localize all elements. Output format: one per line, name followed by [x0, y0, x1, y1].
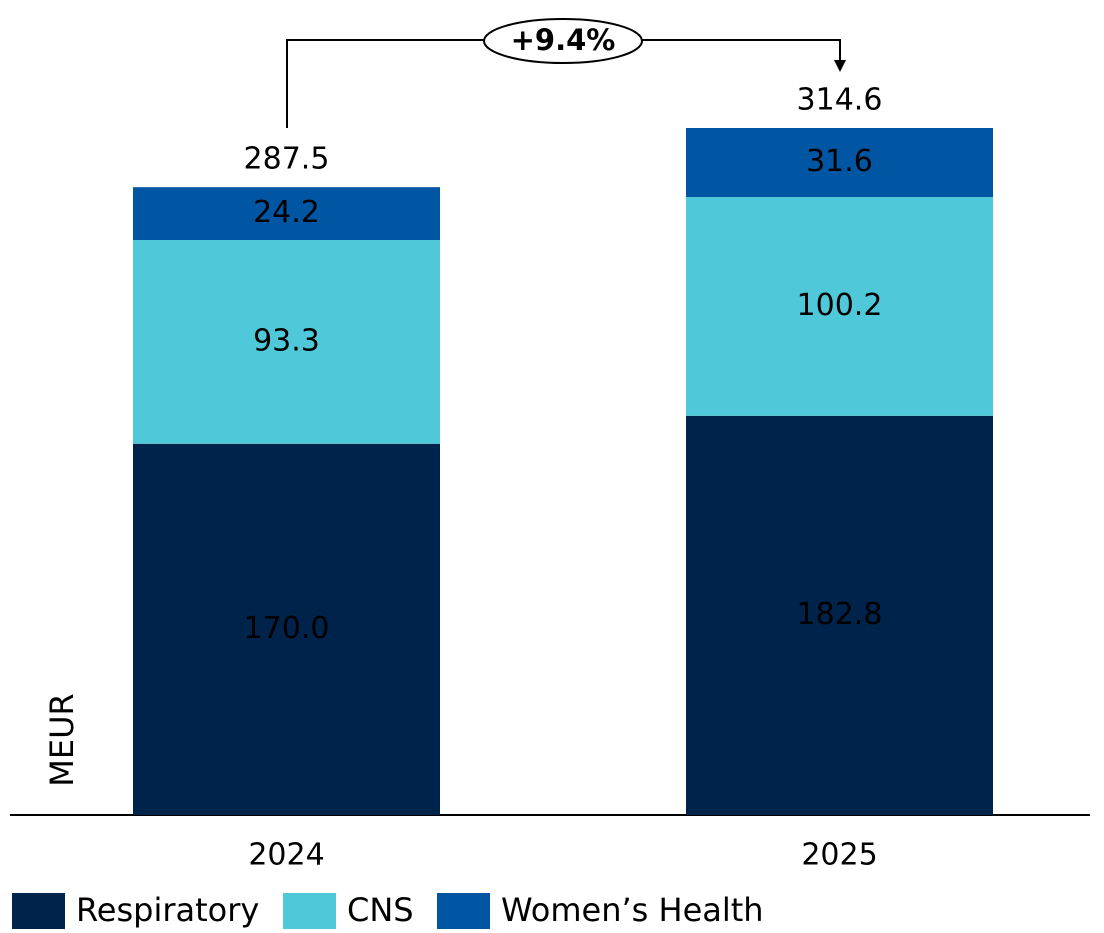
bar-segment: [686, 128, 993, 198]
total-label: 314.6: [797, 83, 883, 118]
growth-badge: [483, 18, 643, 64]
segment-label: 93.3: [253, 323, 320, 358]
segment-label: 170.0: [244, 611, 330, 646]
total-label: 287.5: [244, 142, 330, 177]
legend-label: Respiratory: [76, 891, 259, 929]
bar-segment: [686, 415, 993, 815]
legend-swatch: [437, 893, 490, 929]
arrow-head: [834, 60, 846, 72]
bar-segment: [686, 197, 993, 416]
legend-label: CNS: [347, 891, 414, 929]
growth-connector: [286, 39, 484, 128]
segment-label: 24.2: [253, 195, 320, 230]
legend-swatch: [12, 893, 65, 929]
segment-label: 182.8: [797, 597, 883, 632]
bar-segment: [133, 187, 440, 241]
x-tick-label: 2025: [801, 838, 877, 873]
bar-segment: [133, 240, 440, 444]
y-axis-label: MEUR: [43, 693, 81, 786]
legend-label: Women’s Health: [501, 891, 764, 929]
x-tick-label: 2024: [248, 838, 324, 873]
growth-label: +9.4%: [511, 23, 616, 57]
legend-swatch: [283, 893, 336, 929]
growth-connector: [642, 39, 841, 62]
segment-label: 31.6: [806, 144, 873, 179]
bar-segment: [133, 443, 440, 815]
segment-label: 100.2: [797, 288, 883, 323]
